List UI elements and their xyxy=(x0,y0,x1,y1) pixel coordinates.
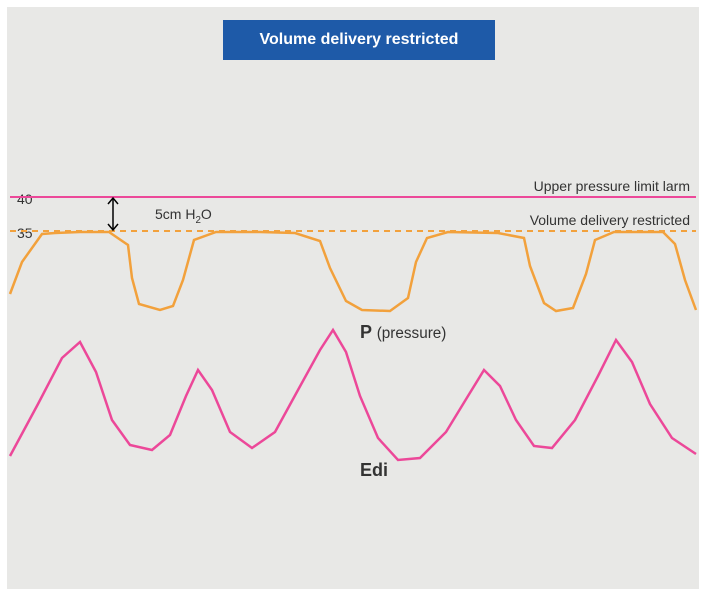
chart-svg xyxy=(0,0,706,597)
edi-waveform xyxy=(10,330,696,460)
gap-arrow-icon xyxy=(108,198,118,230)
pressure-waveform xyxy=(10,232,696,311)
